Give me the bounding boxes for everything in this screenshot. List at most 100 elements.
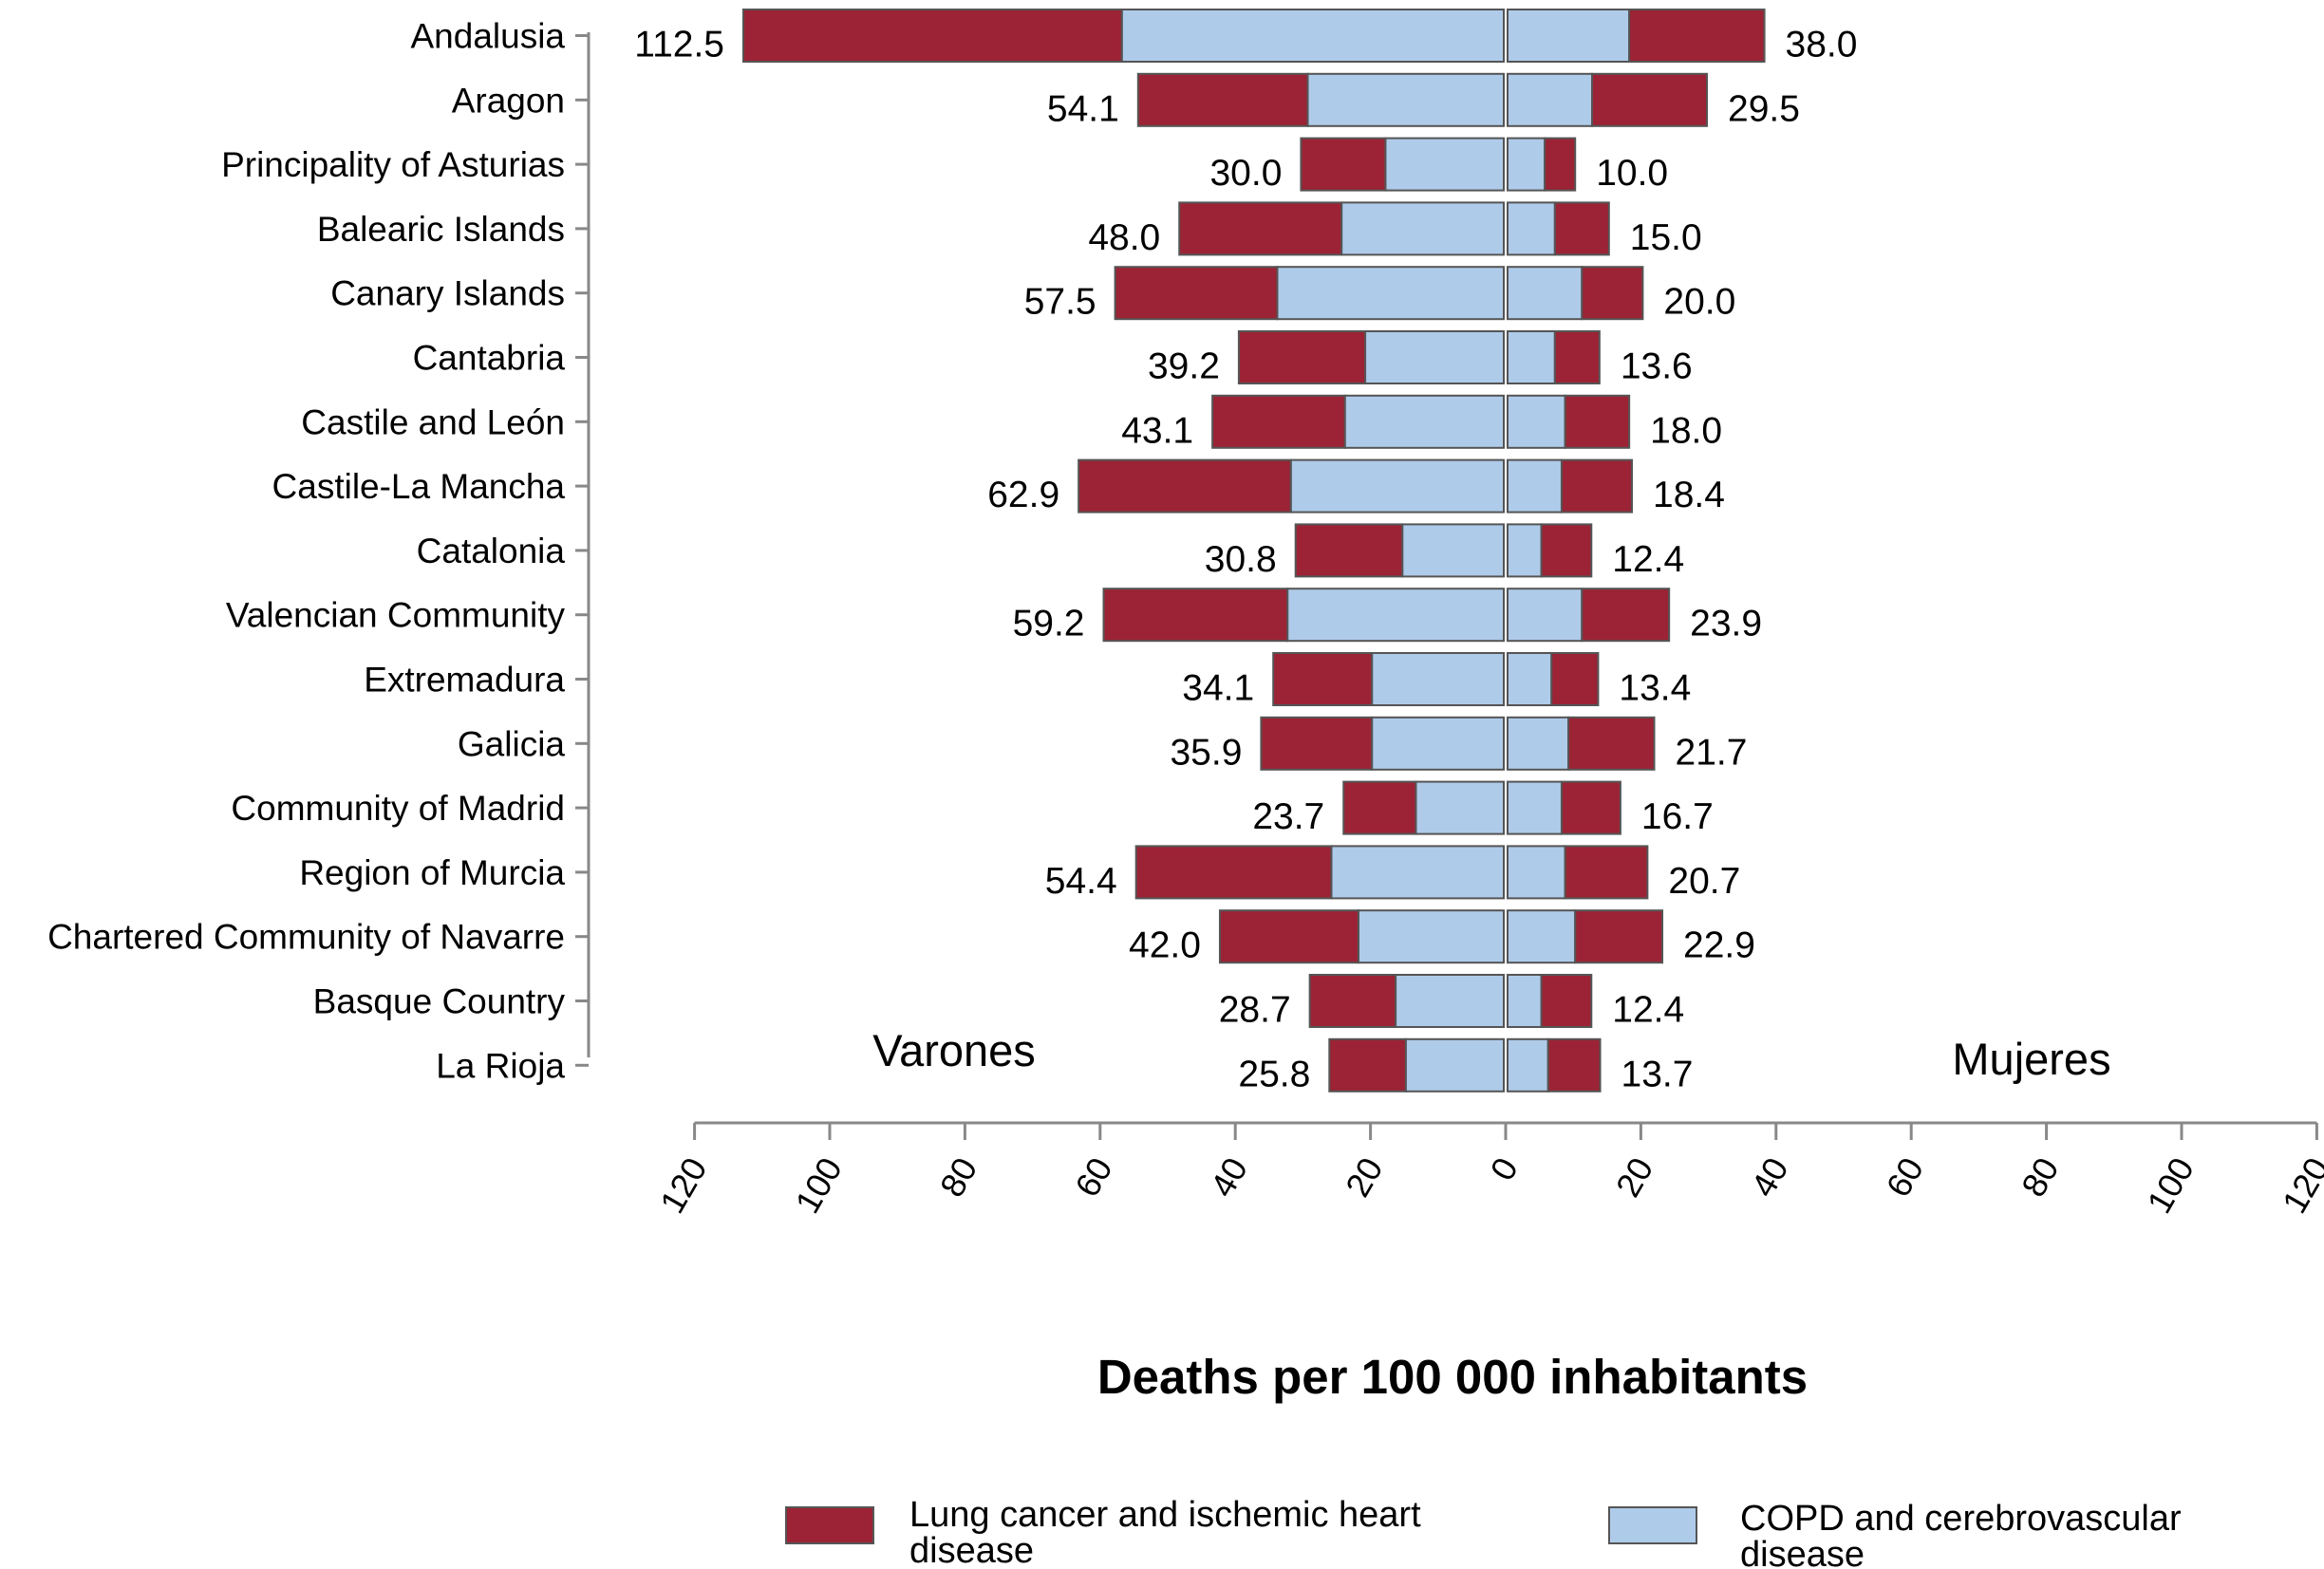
- legend: Lung cancer and ischemic heart disease C…: [785, 1495, 2191, 1569]
- bar-mujeres-copd-and-cerebro-balearic-islands: [1507, 201, 1556, 256]
- bar-mujeres-lung-cancer-and--region-of-murcia: [1564, 845, 1649, 900]
- category-label-basque-country: Basque Country: [313, 982, 566, 1021]
- bar-varones-lung-cancer-and--aragon: [1136, 72, 1309, 127]
- bar-mujeres-lung-cancer-and--galicia: [1567, 716, 1656, 771]
- bar-mujeres-lung-cancer-and--community-of-madrid: [1560, 780, 1621, 835]
- value-label-mujeres-catalonia: 12.4: [1612, 539, 1684, 580]
- value-label-varones-catalonia: 30.8: [1205, 539, 1277, 580]
- value-label-mujeres-basque-country: 12.4: [1612, 990, 1684, 1031]
- bar-mujeres-lung-cancer-and--aragon: [1591, 72, 1709, 127]
- bar-varones-lung-cancer-and--canary-islands: [1114, 266, 1279, 321]
- bar-mujeres-copd-and-cerebro-principality-of-asturias: [1507, 137, 1546, 192]
- group-label-varones: Varones: [872, 1025, 1036, 1075]
- bar-varones-copd-and-cerebro-canary-islands: [1276, 266, 1505, 321]
- bar-varones-copd-and-cerebro-la-rioja: [1404, 1037, 1506, 1093]
- category-label-galicia: Galicia: [458, 724, 566, 763]
- x-tick-label-7: 20: [1608, 1151, 1661, 1204]
- bar-mujeres-lung-cancer-and--canary-islands: [1581, 266, 1644, 321]
- bar-mujeres-copd-and-cerebro-extremadura: [1507, 652, 1553, 706]
- bar-varones-copd-and-cerebro-castile-and-leon: [1343, 394, 1506, 449]
- value-label-mujeres-aragon: 29.5: [1728, 88, 1800, 129]
- bar-mujeres-copd-and-cerebro-region-of-murcia: [1507, 845, 1566, 900]
- category-label-castile-and-leon: Castile and León: [301, 402, 565, 441]
- bar-mujeres-lung-cancer-and--catalonia: [1540, 523, 1593, 578]
- bar-mujeres-copd-and-cerebro-chartered-community-of-navarre: [1507, 909, 1577, 964]
- value-label-mujeres-extremadura: 13.4: [1619, 668, 1691, 709]
- bar-mujeres-lung-cancer-and--basque-country: [1540, 974, 1593, 1028]
- bar-mujeres-lung-cancer-and--principality-of-asturias: [1544, 137, 1577, 192]
- bar-mujeres-copd-and-cerebro-castile-la-mancha: [1507, 458, 1563, 514]
- legend-label-copd-cerebro-line2: disease: [1740, 1535, 1865, 1569]
- bar-mujeres-copd-and-cerebro-la-rioja: [1507, 1037, 1549, 1093]
- bar-mujeres-copd-and-cerebro-basque-country: [1507, 974, 1543, 1028]
- x-tick-label-3: 60: [1067, 1151, 1120, 1204]
- value-label-varones-la-rioja: 25.8: [1238, 1054, 1310, 1094]
- category-label-catalonia: Catalonia: [417, 532, 566, 570]
- bar-mujeres-copd-and-cerebro-catalonia: [1507, 523, 1543, 578]
- bar-mujeres-copd-and-cerebro-galicia: [1507, 716, 1570, 771]
- bar-varones-copd-and-cerebro-valencian-community: [1286, 588, 1506, 643]
- x-tick-label-4: 40: [1203, 1151, 1256, 1204]
- bar-varones-lung-cancer-and--cantabria: [1237, 330, 1367, 384]
- category-label-cantabria: Cantabria: [413, 339, 566, 378]
- group-label-mujeres: Mujeres: [1952, 1034, 2110, 1084]
- x-tick-label-6: 0: [1482, 1151, 1526, 1187]
- x-tick-label-1: 100: [787, 1151, 850, 1221]
- bar-varones-lung-cancer-and--la-rioja: [1328, 1037, 1407, 1093]
- x-tick-label-8: 40: [1743, 1151, 1796, 1204]
- category-label-aragon: Aragon: [452, 81, 565, 120]
- x-tick-label-5: 20: [1338, 1151, 1391, 1204]
- x-tick-label-2: 80: [932, 1151, 985, 1204]
- value-label-mujeres-canary-islands: 20.0: [1663, 282, 1735, 323]
- value-label-varones-castile-la-mancha: 62.9: [987, 475, 1059, 515]
- x-axis-title: Deaths per 100 000 inhabitants: [1097, 1350, 1808, 1404]
- value-label-mujeres-castile-and-leon: 18.0: [1650, 410, 1722, 451]
- value-label-mujeres-balearic-islands: 15.0: [1630, 217, 1702, 258]
- legend-label-lung-heart: Lung cancer and ischemic heart disease: [909, 1495, 1431, 1569]
- category-label-balearic-islands: Balearic Islands: [317, 210, 565, 249]
- value-label-varones-aragon: 54.1: [1047, 88, 1119, 129]
- bar-mujeres-lung-cancer-and--la-rioja: [1546, 1037, 1602, 1093]
- category-label-community-of-madrid: Community of Madrid: [231, 789, 565, 828]
- bar-varones-lung-cancer-and--community-of-madrid: [1342, 780, 1417, 835]
- bar-varones-lung-cancer-and--castile-and-leon: [1211, 394, 1346, 449]
- bar-varones-copd-and-cerebro-galicia: [1371, 716, 1506, 771]
- bars-layer: [742, 9, 1766, 1093]
- value-label-varones-community-of-madrid: 23.7: [1252, 796, 1324, 837]
- value-label-mujeres-region-of-murcia: 20.7: [1668, 861, 1740, 902]
- category-label-andalusia: Andalusia: [410, 17, 565, 56]
- legend-swatch-lung-heart: [785, 1506, 874, 1544]
- value-label-varones-region-of-murcia: 54.4: [1045, 861, 1117, 902]
- value-label-varones-balearic-islands: 48.0: [1088, 217, 1160, 258]
- x-tick-label-9: 60: [1879, 1151, 1932, 1204]
- bar-varones-copd-and-cerebro-balearic-islands: [1340, 201, 1505, 256]
- x-tick-label-10: 80: [2014, 1151, 2067, 1204]
- bar-varones-lung-cancer-and--extremadura: [1272, 652, 1374, 706]
- bar-varones-lung-cancer-and--catalonia: [1294, 523, 1404, 578]
- legend-swatch-copd-cerebro: [1608, 1506, 1697, 1544]
- value-label-mujeres-la-rioja: 13.7: [1621, 1054, 1694, 1094]
- value-label-varones-cantabria: 39.2: [1148, 346, 1220, 387]
- legend-label-copd-cerebro-line1: COPD and cerebrovascular: [1740, 1499, 2182, 1539]
- x-tick-label-0: 120: [652, 1151, 715, 1221]
- value-label-mujeres-community-of-madrid: 16.7: [1641, 796, 1714, 837]
- bar-varones-copd-and-cerebro-catalonia: [1401, 523, 1505, 578]
- bar-varones-copd-and-cerebro-principality-of-asturias: [1384, 137, 1506, 192]
- bar-mujeres-copd-and-cerebro-canary-islands: [1507, 266, 1584, 321]
- legend-label-copd-cerebro: COPD and cerebrovascular disease: [1740, 1499, 2191, 1569]
- value-label-mujeres-valencian-community: 23.9: [1690, 604, 1762, 644]
- value-label-mujeres-cantabria: 13.6: [1621, 346, 1693, 387]
- category-label-chartered-community-of-navarre: Chartered Community of Navarre: [47, 918, 565, 957]
- category-label-valencian-community: Valencian Community: [226, 596, 566, 635]
- bar-varones-lung-cancer-and--balearic-islands: [1178, 201, 1343, 256]
- category-label-region-of-murcia: Region of Murcia: [299, 853, 565, 892]
- x-tick-label-11: 100: [2139, 1151, 2202, 1221]
- value-label-mujeres-chartered-community-of-navarre: 22.9: [1683, 925, 1755, 966]
- value-label-varones-andalusia: 112.5: [634, 25, 724, 65]
- bar-varones-copd-and-cerebro-extremadura: [1371, 652, 1506, 706]
- bar-mujeres-copd-and-cerebro-community-of-madrid: [1507, 780, 1563, 835]
- bar-varones-lung-cancer-and--andalusia: [742, 9, 1123, 63]
- value-label-varones-canary-islands: 57.5: [1024, 282, 1096, 323]
- bar-mujeres-copd-and-cerebro-cantabria: [1507, 330, 1556, 384]
- bar-varones-copd-and-cerebro-chartered-community-of-navarre: [1357, 909, 1506, 964]
